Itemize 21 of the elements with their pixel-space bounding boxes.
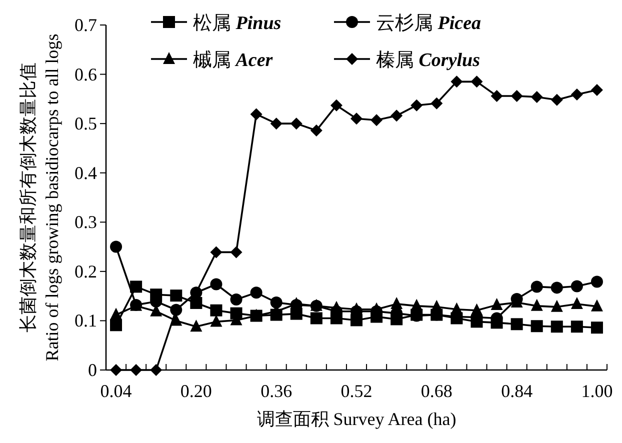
x-tick-label: 1.00	[581, 381, 613, 401]
y-tick-label: 0.5	[74, 114, 97, 134]
y-tick-label: 0.3	[74, 212, 97, 232]
x-tick-label: 0.20	[180, 381, 212, 401]
y-tick-label: 0.4	[74, 162, 97, 183]
y-tick-label: 0	[88, 360, 97, 380]
y-tick-label: 0.6	[74, 64, 97, 84]
y-tick-label: 0.2	[74, 261, 97, 282]
x-tick-label: 0.04	[100, 381, 132, 401]
legend-label: 榛属 Corylus	[376, 50, 480, 71]
y-tick-label: 0.7	[74, 15, 97, 35]
x-tick-label: 0.84	[501, 381, 533, 401]
legend-label: 云杉属 Picea	[376, 13, 482, 34]
legend-label: 松属 Pinus	[193, 13, 282, 34]
x-axis-title: 调查面积 Survey Area (ha)	[256, 409, 456, 429]
x-tick-label: 0.68	[420, 381, 452, 401]
y-tick-label: 0.1	[74, 310, 97, 331]
x-tick-label: 0.36	[260, 381, 292, 401]
x-tick-label: 0.52	[340, 381, 372, 401]
legend-label: 槭属 Acer	[193, 50, 274, 71]
y-axis-title: 长菌倒木数量和所有倒木数量比值 Ratio of logs growing basidiocarps to all logs	[18, 34, 62, 362]
